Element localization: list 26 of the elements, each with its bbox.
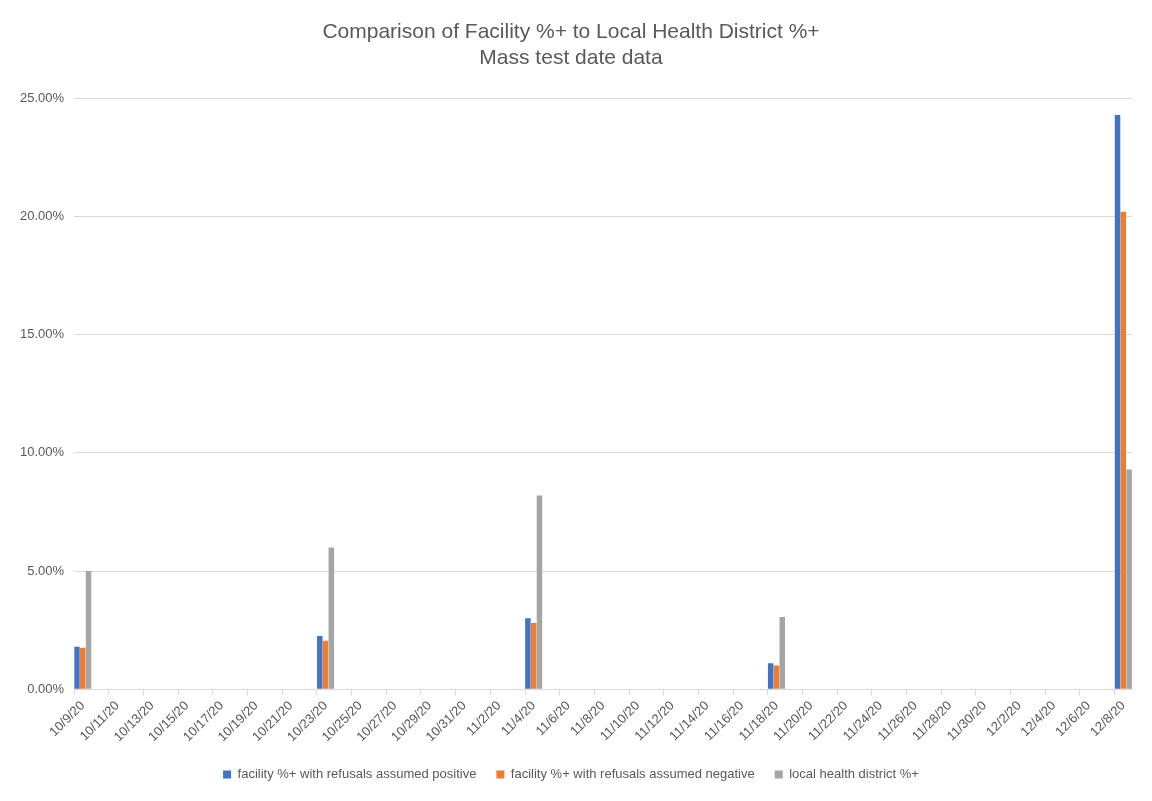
bar [1126,469,1132,689]
bar [1120,211,1127,689]
bar [779,617,785,689]
bar [74,646,80,689]
legend-label: facility %+ with refusals assumed negative [510,766,755,782]
y-tick-label: 25.00% [20,89,65,105]
bar [767,663,774,689]
bar [322,640,329,689]
bar [328,547,335,689]
bar [773,665,780,689]
bar [85,571,92,689]
y-tick-label: 15.00% [20,326,65,342]
y-tick-label: 20.00% [20,208,65,224]
bar [530,623,537,689]
chart-title: Comparison of Facility %+ to Local Health District %+ [322,19,820,43]
legend-label: local health district %+ [789,766,919,782]
chart-subtitle: Mass test date data [479,44,663,68]
bar [317,636,323,689]
bar [525,618,531,689]
bar [536,495,543,689]
bar [80,647,86,689]
y-tick-label: 10.00% [20,444,65,460]
y-tick-label: 5.00% [27,562,65,578]
legend-label: facility %+ with refusals assumed positive [237,766,477,782]
y-tick-label: 0.00% [27,680,65,696]
bar [1114,114,1121,689]
